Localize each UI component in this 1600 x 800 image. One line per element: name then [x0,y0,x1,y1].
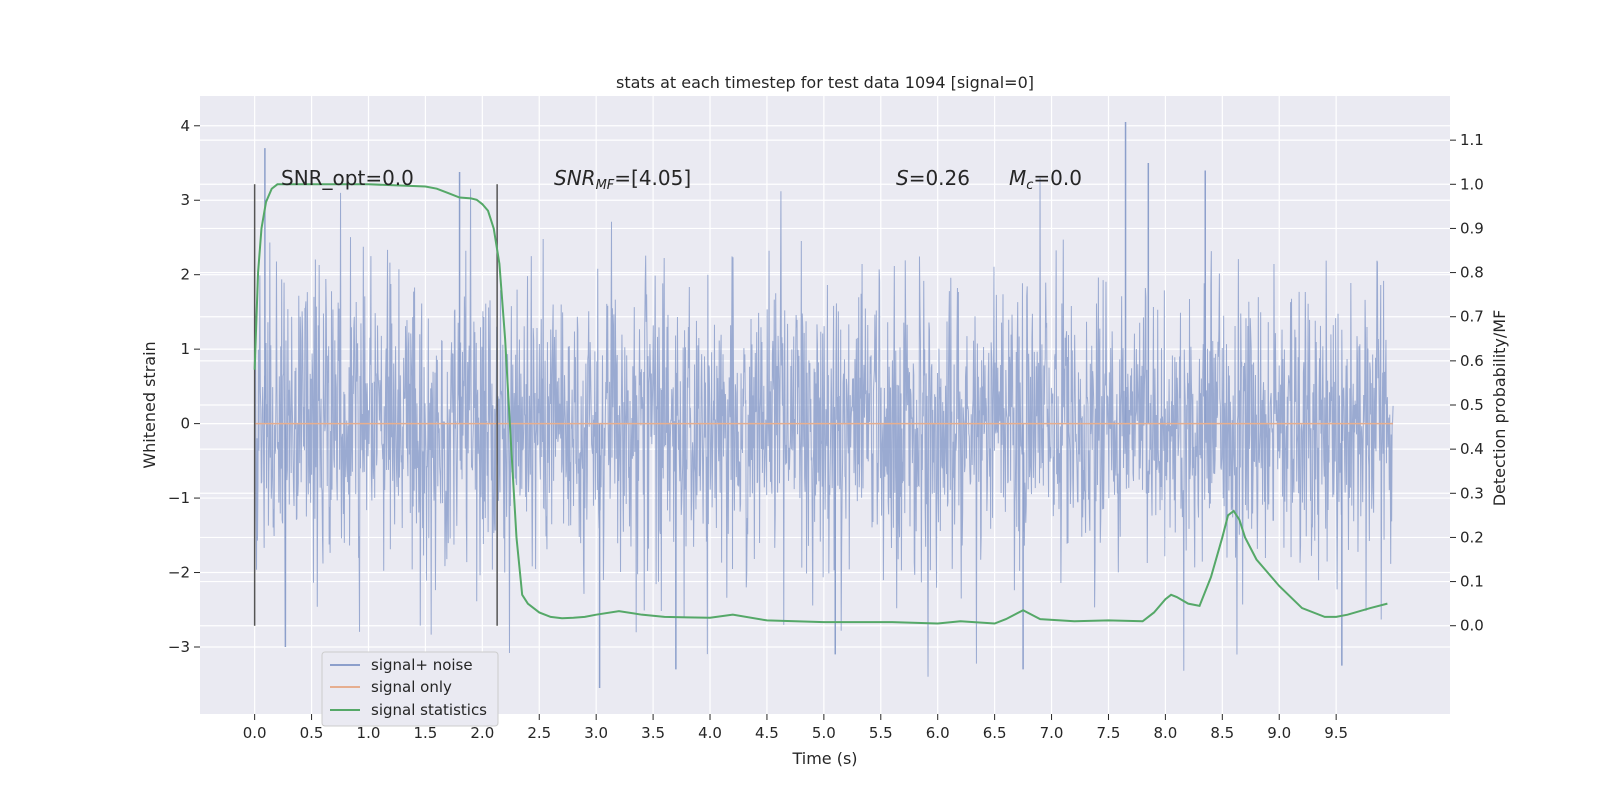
y-right-tick-label: 0.5 [1460,396,1484,414]
x-tick-label: 9.0 [1267,724,1291,742]
annotation-snr-opt: SNR_opt=0.0 [281,166,414,190]
annotation-s-value: =0.26 [909,166,970,190]
x-tick-label: 9.5 [1324,724,1348,742]
x-tick-label: 5.0 [812,724,836,742]
noise-trace [254,177,1394,677]
y-right-tick-label: 0.1 [1460,573,1484,591]
y-right-tick-label: 0.4 [1460,440,1484,458]
y-left-tick-label: −2 [168,564,190,582]
y-left-tick-label: −1 [168,489,190,507]
legend-box [321,651,499,727]
x-tick-label: 0.0 [243,724,267,742]
x-tick-label: 5.5 [869,724,893,742]
x-tick-label: 8.0 [1153,724,1177,742]
x-axis-label: Time (s) [791,749,857,768]
x-tick-label: 4.5 [755,724,779,742]
chart-title: stats at each timestep for test data 109… [616,73,1034,92]
x-tick-label: 2.5 [527,724,551,742]
annotation-s: S=0.26 [896,166,970,190]
x-tick-label: 3.0 [584,724,608,742]
x-tick-label: 6.0 [926,724,950,742]
vertical-markers [253,184,498,626]
x-tick-label: 8.5 [1210,724,1234,742]
annotation-snr-mf-main: SNR [554,166,596,190]
legend-label-signal-only: signal only [371,678,452,696]
legend: signal+ noise signal only signal statist… [321,651,499,727]
legend-label-signal-statistics: signal statistics [371,701,487,719]
x-tick-label: 3.5 [641,724,665,742]
y-axis-label-left: Whitened strain [140,341,159,468]
x-tick-label: 6.5 [983,724,1007,742]
annotation-mc: Mc=0.0 [1009,166,1082,193]
series-signal-statistics [253,183,1388,625]
y-left-tick-label: 3 [180,191,190,209]
annotation-snr-mf: SNRMF=[4.05] [554,166,691,193]
y-left-tick-label: 0 [180,415,190,433]
annotation-mc-main: M [1009,166,1026,190]
y-right-tick-label: 1.1 [1460,131,1484,149]
x-tick-label: 2.0 [470,724,494,742]
y-right-tick-label: 0.7 [1460,308,1484,326]
annotation-snr-mf-value: =[4.05] [614,166,691,190]
y-right-tick-label: 0.6 [1460,352,1484,370]
y-left-tick-label: 1 [180,340,190,358]
y-right-tick-label: 0.2 [1460,528,1484,546]
annotation-s-main: S [896,166,909,190]
axis-ticks: 0.0 0.5 1.0 1.5 2.0 2.5 3.0 3.5 4.0 4.5 5.0 5.5 6.0 6… [168,117,1484,742]
x-tick-label: 0.5 [300,724,324,742]
y-right-tick-label: 0.9 [1460,219,1484,237]
legend-label-signal-plus-noise: signal+ noise [371,656,473,674]
x-tick-label: 7.0 [1040,724,1064,742]
annotation-mc-value: =0.0 [1033,166,1082,190]
y-left-tick-label: 4 [180,117,190,135]
y-right-tick-label: 1.0 [1460,175,1484,193]
x-tick-label: 1.5 [413,724,437,742]
y-left-tick-label: −3 [168,638,190,656]
y-right-tick-label: 0.3 [1460,484,1484,502]
y-right-tick-label: 0.8 [1460,264,1484,282]
x-tick-label: 7.5 [1097,724,1121,742]
y-axis-label-right: Detection probability/MF [1490,310,1509,507]
annotation-snr-mf-sub: MF [596,178,615,193]
x-tick-label: 4.0 [698,724,722,742]
y-left-tick-label: 2 [180,266,190,284]
y-right-tick-label: 0.0 [1460,617,1484,635]
annotation-mc-sub: c [1026,178,1033,193]
signal-statistics-line [253,183,1388,625]
x-tick-label: 1.0 [357,724,381,742]
series-signal-plus-noise [254,122,1394,688]
